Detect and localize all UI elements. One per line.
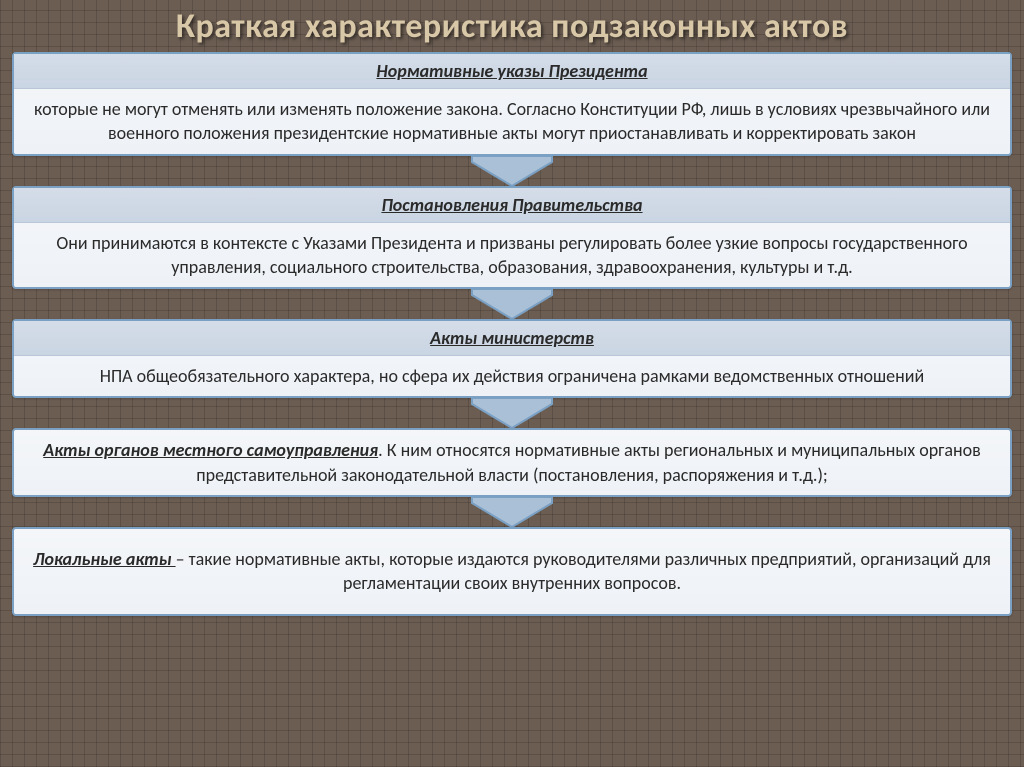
box-local-gov-acts: Акты органов местного самоуправления. К … [12,428,1012,497]
box-body: НПА общеобязательного характера, но сфер… [14,356,1010,396]
box-government-resolutions: Постановления Правительства Они принимаю… [12,186,1012,290]
box-body: которые не могут отменять или изменять п… [14,89,1010,154]
box-lead: Локальные акты [33,548,175,570]
box-body: Акты органов местного самоуправления. К … [14,430,1010,495]
arrow-down-icon [12,396,1012,430]
box-body-text: – такие нормативные акты, которые издают… [176,548,991,594]
slide-title: Краткая характеристика подзаконных актов [0,6,1024,47]
box-president-decrees: Нормативные указы Президента которые не … [12,52,1012,156]
box-heading: Нормативные указы Президента [14,54,1010,89]
box-local-acts: Локальные акты – такие нормативные акты,… [12,527,1012,616]
box-body: Они принимаются в контексте с Указами Пр… [14,223,1010,288]
arrow-down-icon [12,287,1012,321]
box-ministry-acts: Акты министерств НПА общеобязательного х… [12,319,1012,398]
arrow-down-icon [12,154,1012,188]
box-body: Локальные акты – такие нормативные акты,… [14,539,1010,604]
flow-stack: Нормативные указы Президента которые не … [12,52,1012,616]
box-heading: Акты министерств [14,321,1010,356]
box-lead: Акты органов местного самоуправления [43,439,378,461]
box-heading: Постановления Правительства [14,188,1010,223]
arrow-down-icon [12,495,1012,529]
